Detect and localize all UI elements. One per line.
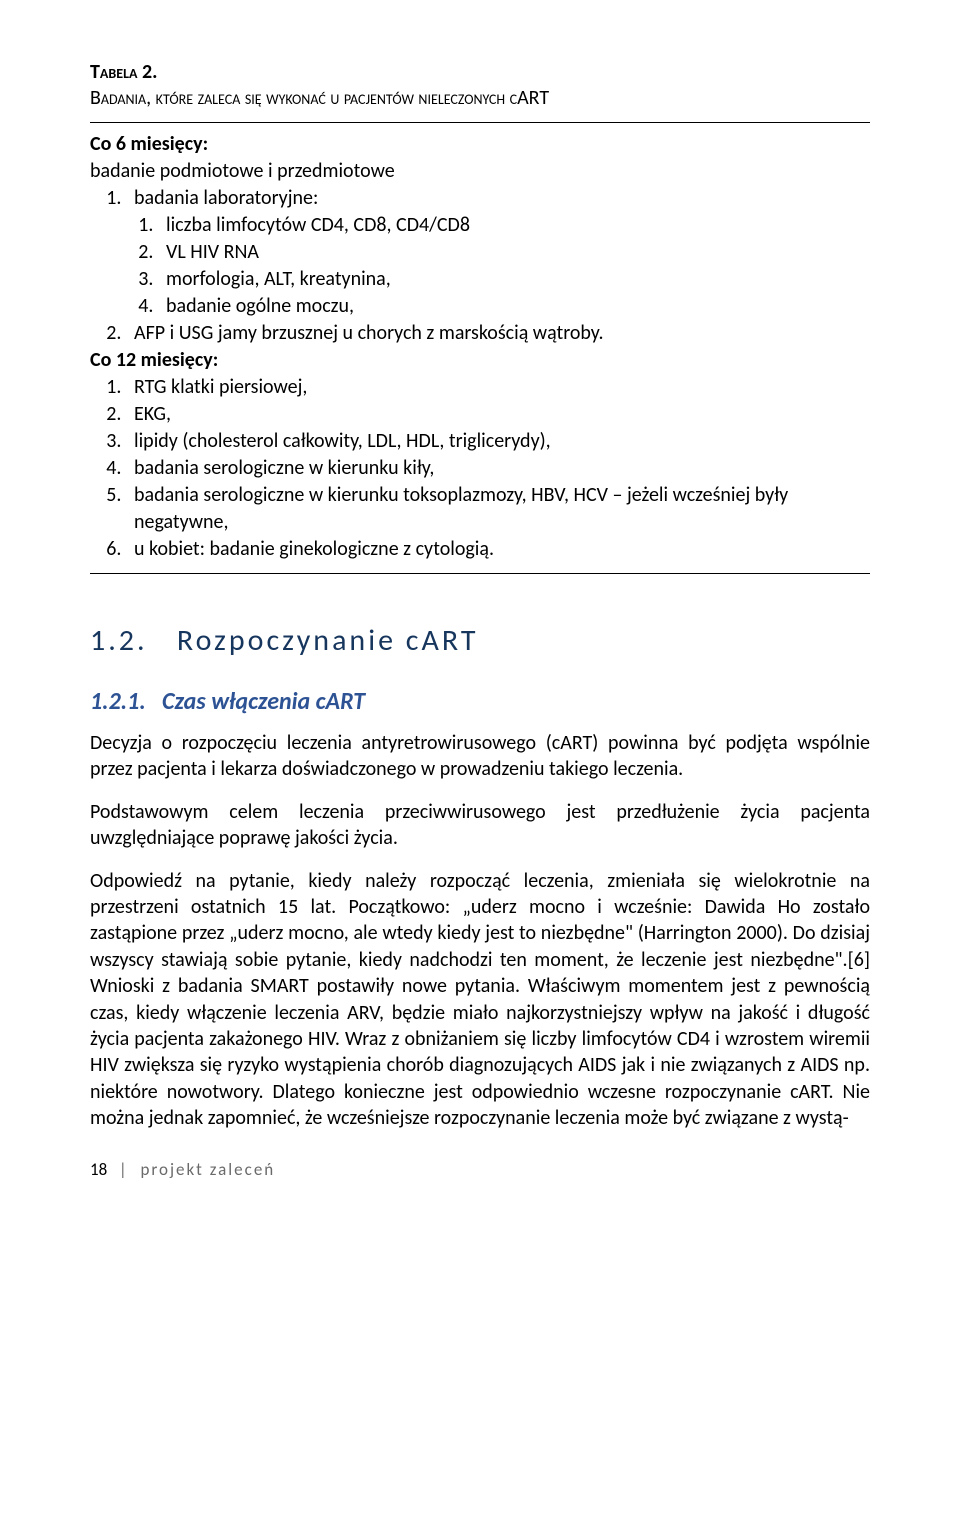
table-caption: Badania, które zaleca się wykonać u pacj… [90,86,870,110]
paragraph: Decyzja o rozpoczęciu leczenia antyretro… [90,730,870,783]
section-title: Rozpoczynanie cART [177,622,479,659]
block1-bullets: liczba limfocytów CD4, CD8, CD4/CD8 VL H… [134,212,870,320]
list-item: u kobiet: badanie ginekologiczne z cytol… [126,536,870,563]
list-item: VL HIV RNA [158,239,870,266]
document-page: Tabela 2. Badania, które zaleca się wyko… [0,0,960,1220]
section-heading: 1.2. Rozpoczynanie cART [90,622,870,659]
subsection-number: 1.2.1. [90,687,146,716]
paragraph: Odpowiedź na pytanie, kiedy należy rozpo… [90,868,870,1132]
recommendations-box: Co 6 miesięcy: badanie podmiotowe i prze… [90,122,870,574]
footer-label: projekt zaleceń [140,1159,275,1180]
subsection-heading: 1.2.1. Czas włączenia cART [90,687,870,716]
block1-list: badania laboratoryjne: liczba limfocytów… [90,185,870,347]
list-item: AFP i USG jamy brzusznej u chorych z mar… [126,320,870,347]
paragraph: Podstawowym celem leczenia przeciwwiruso… [90,799,870,852]
list-item: badania serologiczne w kierunku kiły, [126,455,870,482]
list-item-label: badania laboratoryjne: [134,186,318,210]
block1-heading: Co 6 miesięcy: [90,131,870,158]
block2-list: RTG klatki piersiowej, EKG, lipidy (chol… [90,374,870,563]
list-item: badanie ogólne moczu, [158,293,870,320]
block2-heading: Co 12 miesięcy: [90,347,870,374]
list-item: RTG klatki piersiowej, [126,374,870,401]
list-item: liczba limfocytów CD4, CD8, CD4/CD8 [158,212,870,239]
subsection-title-text: Czas włączenia cART [162,687,365,716]
list-item: lipidy (cholesterol całkowity, LDL, HDL,… [126,428,870,455]
table-label: Tabela 2. [90,60,870,84]
page-number: 18 [90,1159,107,1180]
block1-intro: badanie podmiotowe i przedmiotowe [90,158,870,185]
list-item: badania serologiczne w kierunku toksopla… [126,482,870,536]
list-item: morfologia, ALT, kreatynina, [158,266,870,293]
list-item: EKG, [126,401,870,428]
page-footer: 18 | projekt zaleceń [90,1159,870,1180]
section-number: 1.2. [90,622,148,659]
list-item: badania laboratoryjne: liczba limfocytów… [126,185,870,320]
